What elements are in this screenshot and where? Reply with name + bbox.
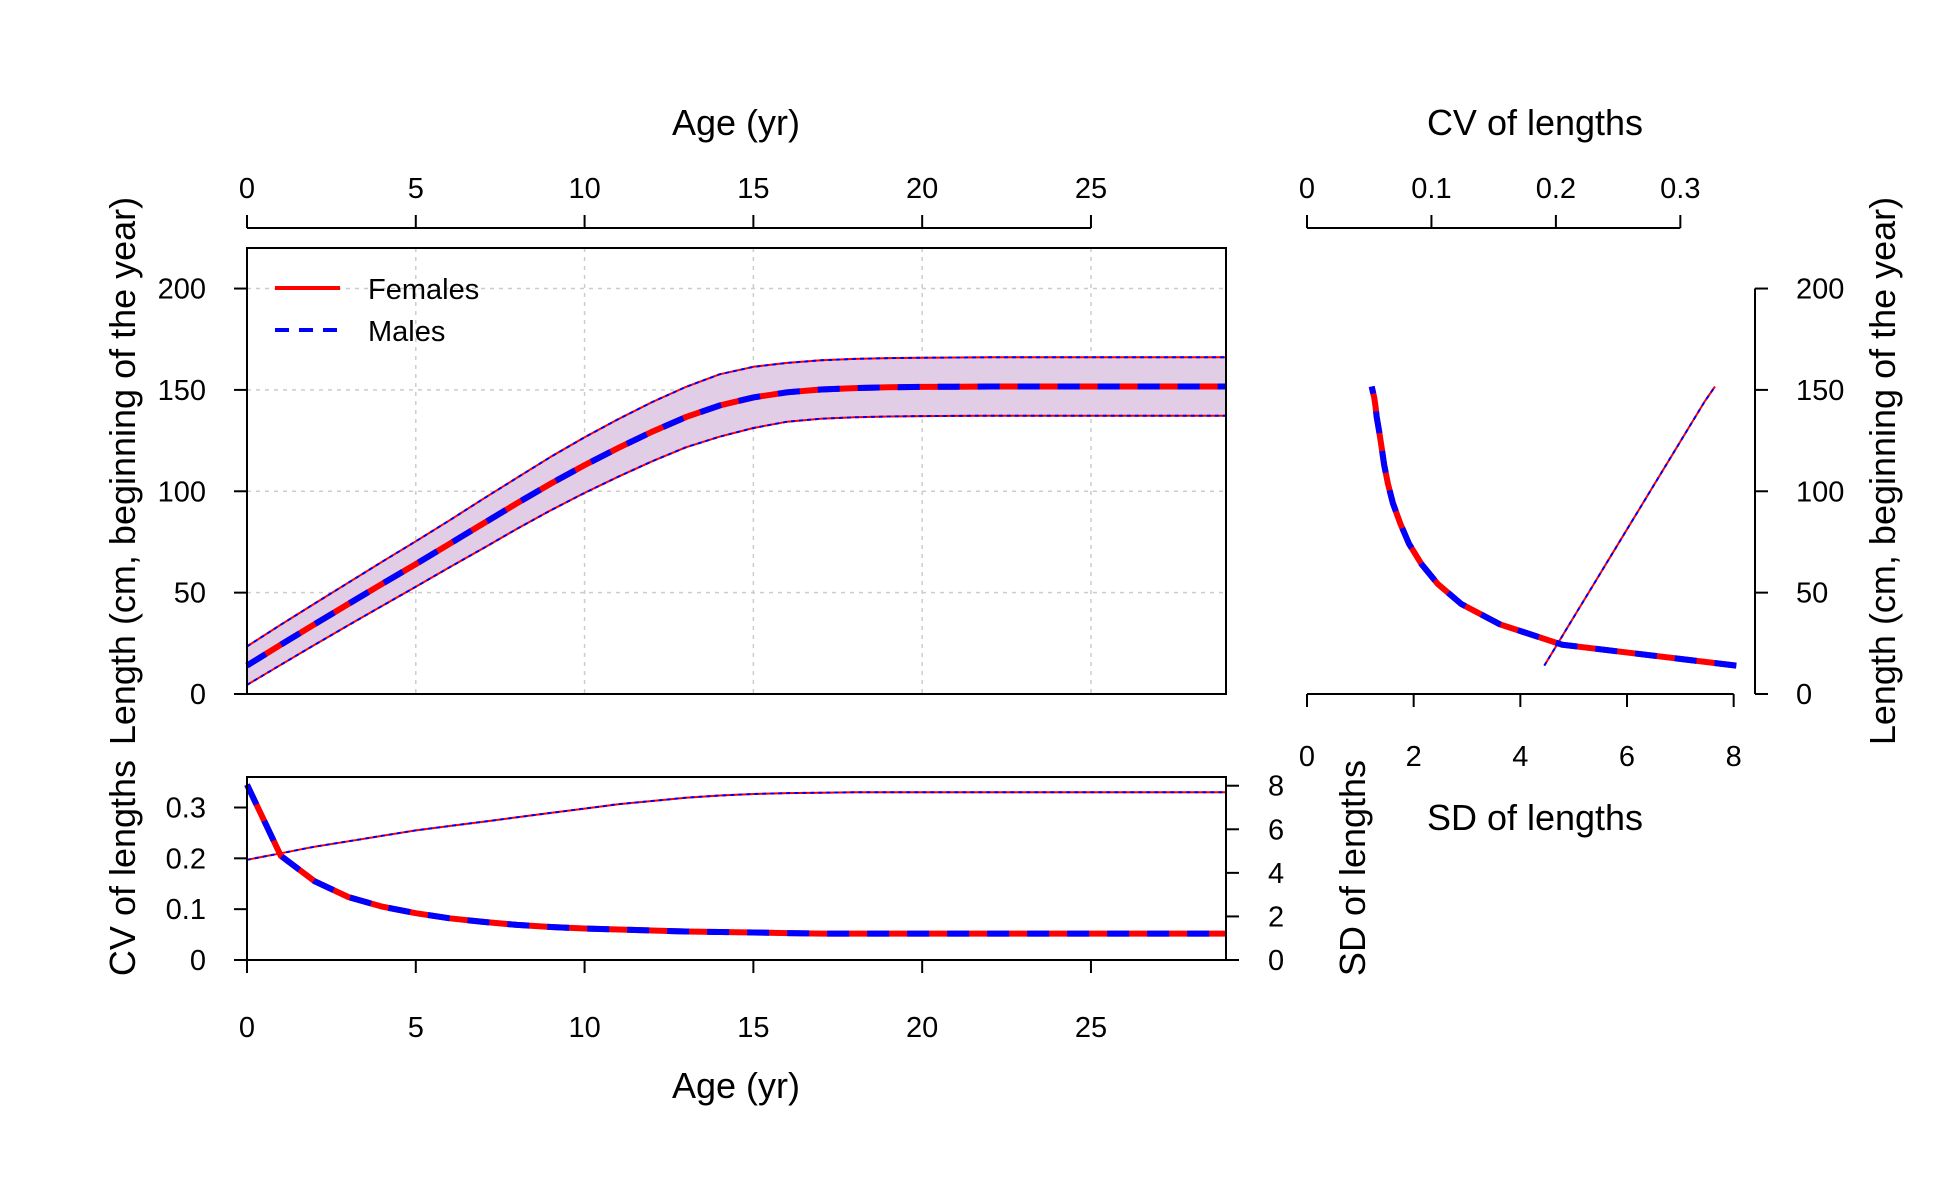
cv-line-males	[244, 783, 1226, 937]
main-top-x-axis-tick-label: 15	[737, 173, 769, 205]
cv-sd-x-axis-label: Age (yr)	[672, 1065, 800, 1106]
cv-sd-panel: 0 5 10 15 20 25 0 0.1 0.2 0.3 0 2 4 6 8 Age (yr) CV …	[102, 760, 1373, 1106]
main-series-lines	[245, 356, 1226, 686]
cv-sd-x-axis-tick-label: 5	[408, 1012, 424, 1044]
cv-sd-x-axis-tick-label: 20	[906, 1012, 938, 1044]
sd-axis-tick-label: 8	[1268, 771, 1284, 803]
cv-axis-tick-label: 0.3	[166, 793, 206, 825]
variability-sd-axis-tick-label: 0	[1299, 741, 1315, 773]
cv-vs-length-line-males	[1368, 385, 1737, 669]
variability-length-axis-tick-label: 50	[1796, 578, 1828, 610]
sd-axis: 0 2 4 6 8	[1225, 771, 1284, 977]
length-interval-band	[247, 357, 1226, 685]
cv-sd-x-axis-tick-label: 0	[239, 1012, 255, 1044]
main-y-axis-tick-label: 150	[158, 375, 206, 407]
main-y-axis-tick-label: 200	[158, 274, 206, 306]
variability-sd-axis-tick-label: 4	[1512, 741, 1528, 773]
main-y-axis-tick-label: 50	[174, 578, 206, 610]
main-top-x-axis-label: Age (yr)	[672, 102, 800, 143]
sd-axis-tick-label: 6	[1268, 814, 1284, 846]
main-y-axis-label: Length (cm, beginning of the year)	[102, 197, 143, 745]
cv-axis: 0 0.1 0.2 0.3	[166, 793, 248, 977]
cv-axis-tick-label: 0	[190, 945, 206, 977]
cv-vs-length-line-females	[1368, 385, 1737, 669]
variability-cv-axis-tick-label: 0.3	[1660, 173, 1700, 205]
variability-length-axis-label: Length (cm, beginning of the year)	[1862, 197, 1903, 745]
variability-sd-axis-tick-label: 2	[1406, 741, 1422, 773]
main-top-x-axis-tick-label: 0	[239, 173, 255, 205]
cv-sd-x-axis: 0 5 10 15 20 25	[239, 959, 1107, 1044]
sd-axis-tick-label: 0	[1268, 945, 1284, 977]
variability-panel: 0 0.1 0.2 0.3 0 2 4 6 8 0 50 100 150 200 CV of leng…	[1299, 102, 1903, 838]
cv-sd-series-lines	[244, 783, 1226, 937]
main-top-x-axis-tick-label: 20	[906, 173, 938, 205]
legend-label-males: Males	[368, 316, 445, 348]
sd-axis-tick-label: 2	[1268, 901, 1284, 933]
main-panel: 0 5 10 15 20 25 0 50 100 150 200 Age (yr) Length …	[102, 102, 1227, 745]
mean-length-line-males	[245, 383, 1226, 669]
lower-interval-line-females	[246, 414, 1226, 686]
sd-line-females	[246, 791, 1226, 861]
main-top-x-axis-tick-label: 5	[408, 173, 424, 205]
upper-interval-line-males	[246, 356, 1226, 648]
variability-length-axis-tick-label: 150	[1796, 375, 1844, 407]
variability-sd-axis-tick-label: 8	[1726, 741, 1742, 773]
cv-sd-x-axis-tick-label: 25	[1075, 1012, 1107, 1044]
variability-cv-axis-tick-label: 0.2	[1536, 173, 1576, 205]
cv-sd-x-axis-tick-label: 15	[737, 1012, 769, 1044]
variability-length-axis-tick-label: 100	[1796, 476, 1844, 508]
variability-length-axis: 0 50 100 150 200	[1754, 274, 1844, 711]
cv-line-females	[244, 783, 1226, 937]
main-plot-frame	[246, 247, 1227, 695]
main-top-x-axis: 0 5 10 15 20 25	[239, 173, 1107, 229]
variability-sd-axis-label: SD of lengths	[1427, 797, 1643, 838]
variability-series-lines	[1368, 385, 1737, 669]
variability-sd-axis: 0 2 4 6 8	[1299, 693, 1742, 773]
variability-cv-axis-tick-label: 0.1	[1411, 173, 1451, 205]
main-top-x-axis-tick-label: 25	[1075, 173, 1107, 205]
sd-vs-length-line-males	[1543, 385, 1716, 667]
variability-cv-axis-label: CV of lengths	[1427, 102, 1643, 143]
variability-length-axis-tick-label: 200	[1796, 274, 1844, 306]
cv-axis-tick-label: 0.1	[166, 894, 206, 926]
variability-cv-axis-tick-label: 0	[1299, 173, 1315, 205]
sd-line-males	[246, 791, 1226, 861]
lower-interval-line-males	[246, 414, 1226, 686]
main-top-x-axis-tick-label: 10	[568, 173, 600, 205]
cv-axis-label: CV of lengths	[102, 760, 143, 976]
main-y-axis-tick-label: 100	[158, 476, 206, 508]
legend-label-females: Females	[368, 274, 479, 306]
main-y-axis-tick-label: 0	[190, 679, 206, 711]
variability-sd-axis-tick-label: 6	[1619, 741, 1635, 773]
cv-axis-tick-label: 0.2	[166, 843, 206, 875]
legend: Females Males	[275, 274, 479, 348]
main-gridlines	[247, 248, 1226, 694]
variability-length-axis-tick-label: 0	[1796, 679, 1812, 711]
cv-sd-x-axis-tick-label: 10	[568, 1012, 600, 1044]
main-y-axis: 0 50 100 150 200	[158, 274, 248, 711]
variability-cv-axis: 0 0.1 0.2 0.3	[1299, 173, 1700, 229]
sd-axis-label: SD of lengths	[1332, 760, 1373, 976]
sd-axis-tick-label: 4	[1268, 858, 1284, 890]
